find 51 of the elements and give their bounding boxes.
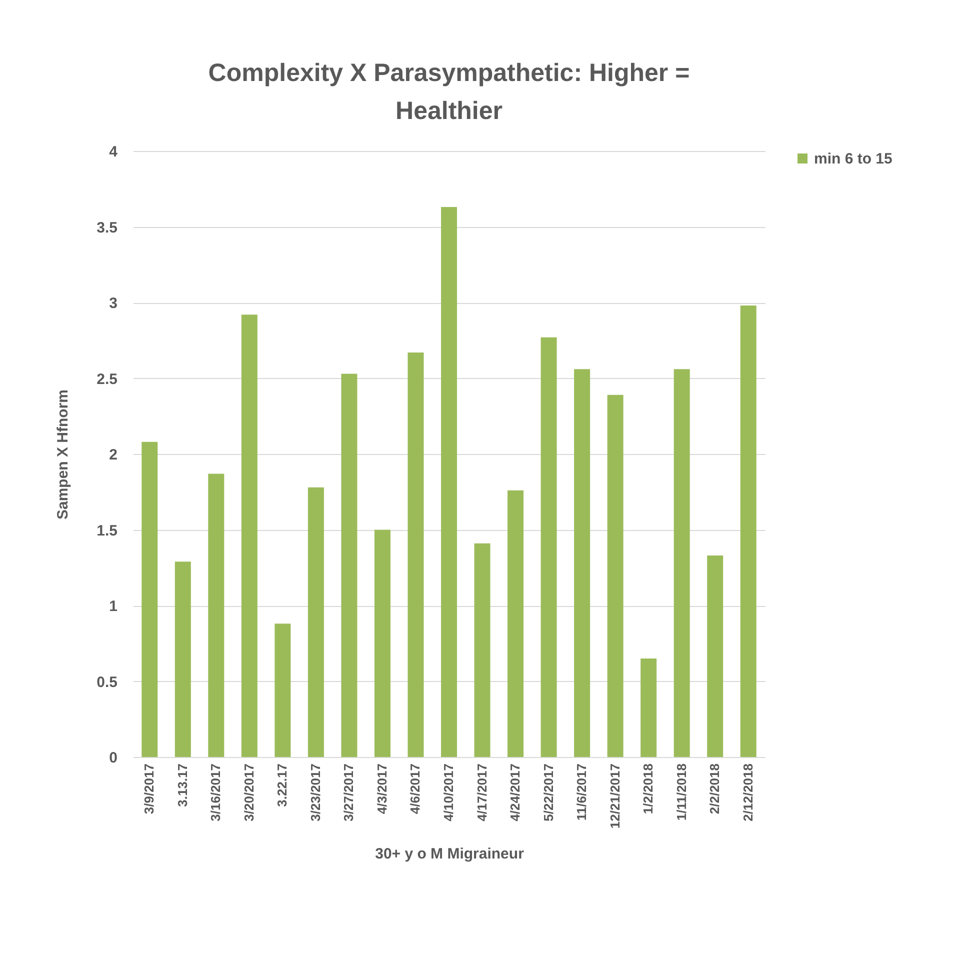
x-tick-label: 3.13.17	[174, 764, 190, 807]
x-tick-label: 4/17/2017	[474, 764, 490, 822]
bar	[241, 314, 258, 757]
bar	[640, 658, 657, 757]
x-tick-label: 3/16/2017	[208, 764, 224, 822]
bar	[208, 474, 224, 757]
bar	[174, 562, 191, 757]
y-tick-label: 1.5	[96, 522, 118, 540]
y-tick-label: 3.5	[96, 219, 118, 236]
bar	[341, 374, 358, 757]
x-tick-label: 5/22/2017	[540, 764, 556, 822]
bar	[408, 352, 424, 757]
y-tick-label: 4	[109, 144, 118, 160]
x-tick-label: 11/6/2017	[574, 764, 590, 821]
x-tick-label: 1/2/2018	[640, 764, 656, 814]
bar	[607, 394, 624, 757]
bar	[474, 543, 490, 757]
x-tick-label: 3/27/2017	[341, 764, 356, 822]
x-tick-label: 3/9/2017	[142, 764, 157, 814]
x-tick-label: 2/12/2018	[740, 764, 756, 822]
y-tick-label: 2.5	[96, 370, 118, 388]
x-tick-label: 3/20/2017	[241, 764, 256, 822]
y-tick-label: 3	[109, 295, 118, 312]
bar	[441, 207, 457, 757]
bar	[274, 624, 291, 757]
bar	[707, 556, 724, 757]
bar	[540, 337, 557, 757]
bar	[740, 306, 756, 757]
y-tick-label: 0.5	[96, 674, 118, 691]
x-tick-label: 4/6/2017	[408, 764, 423, 814]
x-tick-label: 1/11/2018	[674, 764, 689, 821]
y-tick-label: 0	[109, 750, 118, 766]
y-tick-label: 1	[109, 598, 118, 615]
chart-title: Complexity X Parasympathetic: Higher = Healthier	[208, 59, 690, 125]
x-tick-label: 12/21/2017	[607, 764, 622, 829]
bar	[508, 490, 524, 757]
bar	[674, 369, 690, 757]
legend-label: min 6 to 15	[814, 150, 892, 168]
x-tick-label: 2/2/2018	[707, 764, 722, 814]
y-tick-label: 2	[109, 446, 118, 464]
y-axis-title: Sampen X Hfnorm	[54, 389, 72, 520]
x-tick-label: 3.22.17	[274, 764, 290, 807]
bar	[308, 487, 324, 757]
x-tick-label: 3/23/2017	[308, 764, 323, 822]
bar	[142, 442, 158, 757]
x-tick-label: 4/24/2017	[508, 764, 523, 822]
x-tick-label: 4/10/2017	[441, 764, 456, 822]
bar	[374, 530, 390, 757]
bar	[574, 369, 590, 757]
x-axis-title: 30+ y o M Migraineur	[375, 846, 524, 863]
x-tick-label: 4/3/2017	[374, 764, 390, 814]
